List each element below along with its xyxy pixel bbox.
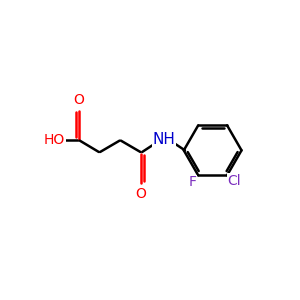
Text: O: O <box>73 92 84 106</box>
Text: Cl: Cl <box>227 174 241 188</box>
Text: O: O <box>136 187 146 201</box>
Text: F: F <box>188 175 196 189</box>
Text: NH: NH <box>153 132 175 147</box>
Text: HO: HO <box>44 133 65 147</box>
